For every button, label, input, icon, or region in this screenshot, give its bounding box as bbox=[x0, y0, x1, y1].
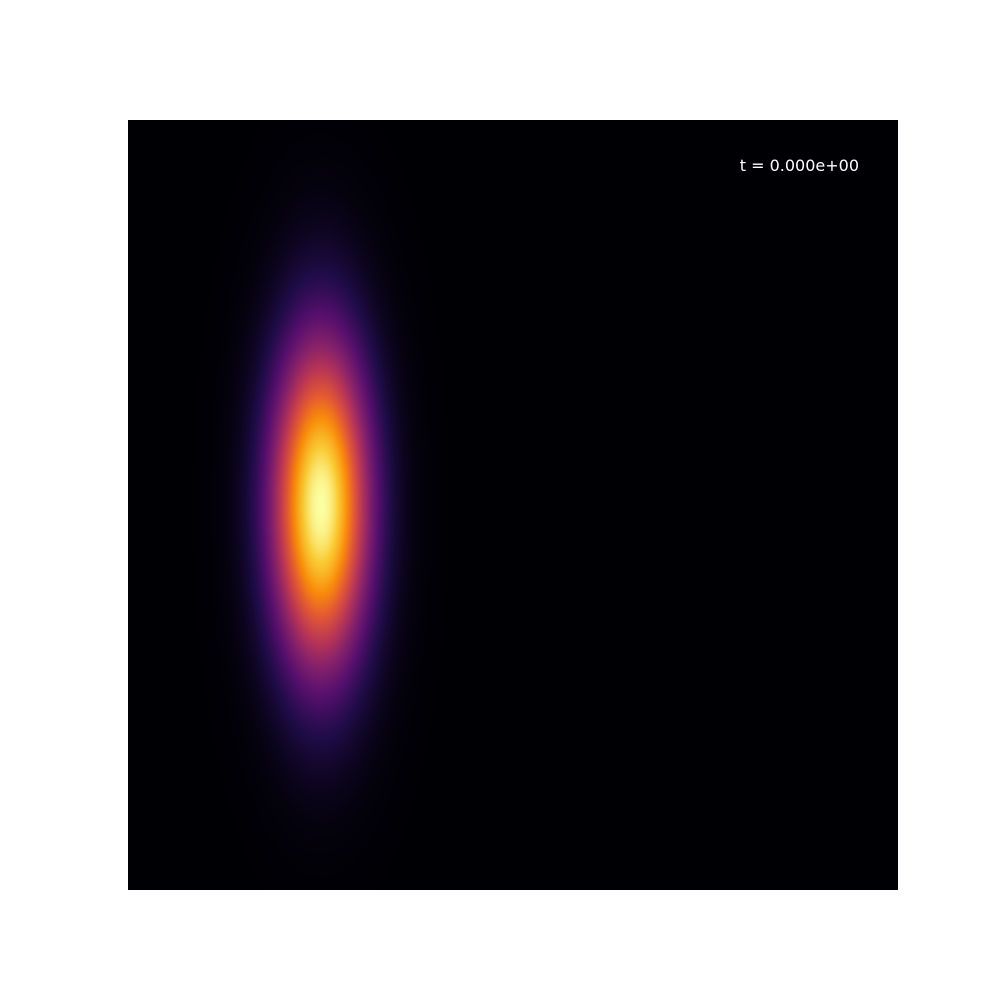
plot-area: t = 0.000e+00 bbox=[128, 120, 898, 890]
heatmap-image bbox=[128, 120, 898, 890]
time-annotation: t = 0.000e+00 bbox=[739, 156, 859, 175]
